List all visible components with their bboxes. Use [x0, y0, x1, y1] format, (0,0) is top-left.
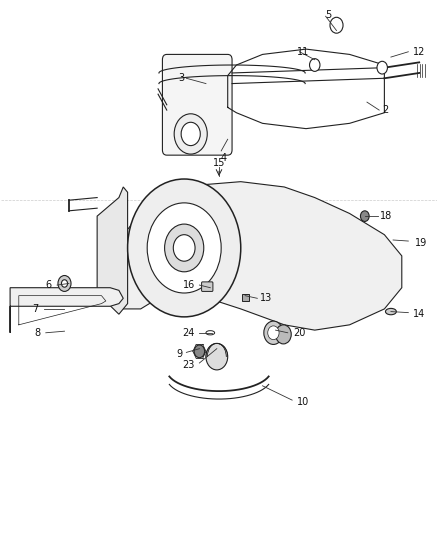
Text: 18: 18: [380, 211, 392, 221]
FancyBboxPatch shape: [201, 282, 213, 292]
Circle shape: [147, 203, 221, 293]
Circle shape: [264, 321, 283, 344]
Circle shape: [194, 345, 205, 358]
Text: 11: 11: [297, 47, 310, 56]
Ellipse shape: [206, 330, 215, 335]
Polygon shape: [123, 182, 402, 330]
Text: 10: 10: [297, 397, 310, 407]
Text: 9: 9: [176, 349, 182, 359]
Circle shape: [310, 59, 320, 71]
Circle shape: [127, 179, 241, 317]
Circle shape: [360, 211, 369, 221]
Circle shape: [58, 276, 71, 292]
Text: 12: 12: [413, 47, 425, 56]
Circle shape: [206, 343, 228, 370]
Text: 5: 5: [325, 10, 332, 20]
Text: 19: 19: [415, 238, 427, 248]
Polygon shape: [10, 288, 123, 333]
Circle shape: [173, 235, 195, 261]
Text: 23: 23: [183, 360, 195, 369]
FancyBboxPatch shape: [162, 54, 232, 155]
Text: 8: 8: [35, 328, 41, 338]
Polygon shape: [97, 187, 127, 314]
Text: 24: 24: [183, 328, 195, 338]
Circle shape: [181, 122, 200, 146]
Text: 15: 15: [213, 158, 225, 168]
Circle shape: [61, 280, 67, 287]
Circle shape: [377, 61, 388, 74]
Text: 3: 3: [178, 73, 184, 83]
Text: 7: 7: [32, 304, 39, 314]
Ellipse shape: [385, 309, 396, 315]
Circle shape: [174, 114, 207, 154]
Text: 13: 13: [260, 293, 272, 303]
Text: 16: 16: [183, 280, 195, 290]
Circle shape: [330, 17, 343, 33]
Circle shape: [276, 325, 291, 344]
Text: 14: 14: [413, 309, 425, 319]
Text: 2: 2: [382, 105, 389, 115]
Text: 20: 20: [293, 328, 305, 338]
Circle shape: [165, 224, 204, 272]
Circle shape: [268, 326, 279, 340]
Text: 6: 6: [45, 280, 51, 290]
Text: 4: 4: [220, 152, 226, 163]
Bar: [242, 294, 250, 301]
